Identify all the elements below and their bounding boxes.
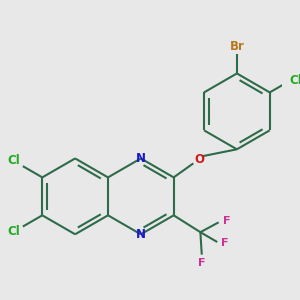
Text: F: F xyxy=(198,258,206,268)
Text: Cl: Cl xyxy=(289,74,300,87)
Text: Br: Br xyxy=(230,40,244,53)
Text: Cl: Cl xyxy=(7,225,20,238)
Text: F: F xyxy=(223,216,230,226)
Text: O: O xyxy=(194,153,204,166)
Text: Cl: Cl xyxy=(7,154,20,167)
Text: F: F xyxy=(221,238,229,248)
Text: N: N xyxy=(136,228,146,241)
Text: N: N xyxy=(136,152,146,165)
